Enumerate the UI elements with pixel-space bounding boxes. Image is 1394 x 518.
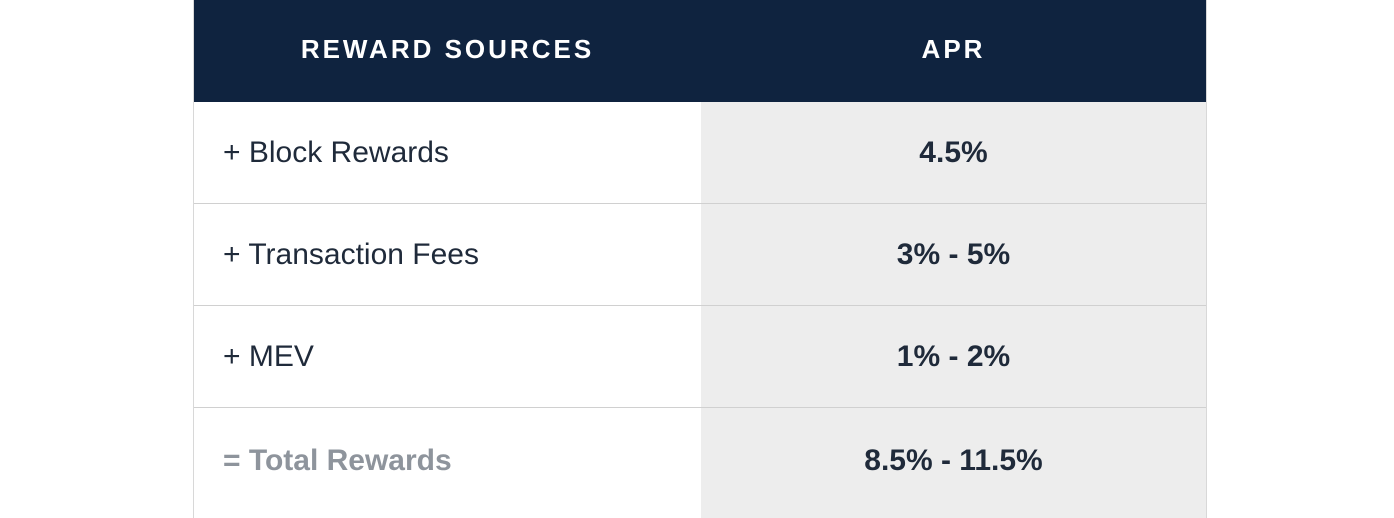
row-apr-value: 3% - 5% (701, 204, 1206, 305)
row-source-label: + Block Rewards (194, 102, 701, 203)
table-row-total: = Total Rewards 8.5% - 11.5% (194, 408, 1206, 518)
row-apr-value: 4.5% (701, 102, 1206, 203)
table-row-block-rewards: + Block Rewards 4.5% (194, 102, 1206, 204)
total-apr-value: 8.5% - 11.5% (701, 408, 1206, 518)
table-row-transaction-fees: + Transaction Fees 3% - 5% (194, 204, 1206, 306)
row-apr-value: 1% - 2% (701, 306, 1206, 407)
total-source-label: = Total Rewards (194, 408, 701, 518)
row-source-label: + Transaction Fees (194, 204, 701, 305)
row-source-label: + MEV (194, 306, 701, 407)
header-apr: APR (921, 33, 986, 64)
reward-sources-table: REWARD SOURCES APR + Block Rewards 4.5% … (193, 0, 1207, 518)
table-row-mev: + MEV 1% - 2% (194, 306, 1206, 408)
table-header: REWARD SOURCES APR (194, 0, 1206, 102)
header-reward-sources: REWARD SOURCES (300, 33, 595, 64)
